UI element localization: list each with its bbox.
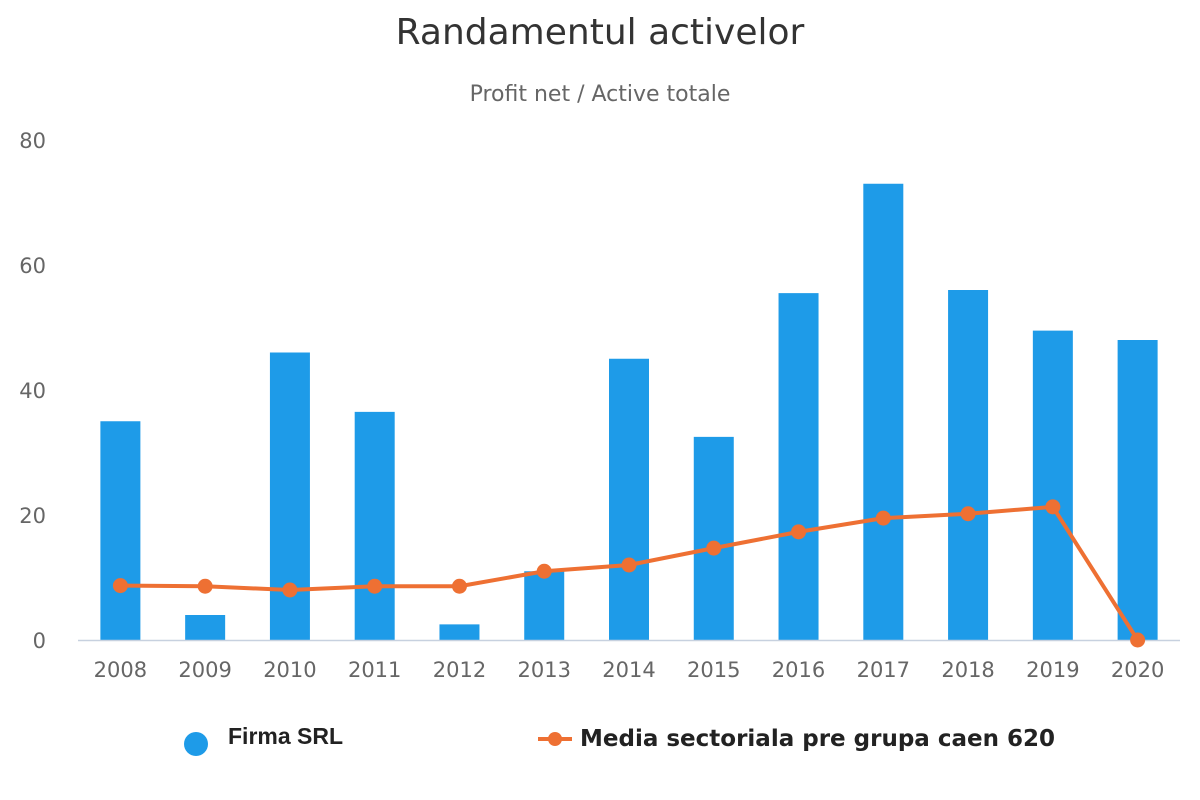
bar [609, 358, 649, 640]
x-tick-label: 2008 [94, 658, 147, 682]
x-tick-label: 2010 [263, 658, 316, 682]
legend-label-bar-series: Firma SRL [228, 722, 344, 749]
legend-item-bar-series[interactable]: Firma SRL [184, 718, 343, 756]
line-point [112, 578, 128, 594]
line-point [706, 540, 722, 556]
chart-plot: 0 20 40 60 80 2008 2009 2010 2011 2012 2013 2014 201… [19, 129, 1180, 682]
bar [778, 293, 819, 640]
line-point [791, 524, 807, 540]
x-tick-label: 2014 [602, 658, 655, 682]
x-tick-label: 2011 [348, 658, 401, 682]
x-tick-label: 2017 [857, 658, 910, 682]
x-tick-label: 2019 [1026, 658, 1079, 682]
bar [439, 624, 480, 640]
bar [1117, 340, 1158, 640]
bar [1032, 330, 1073, 640]
x-tick-label: 2016 [772, 658, 825, 682]
bar [693, 436, 734, 640]
bar [948, 290, 989, 640]
x-tick-label: 2012 [433, 658, 486, 682]
bar [524, 571, 565, 640]
line-point [197, 578, 213, 594]
line-point [282, 582, 298, 598]
chart-subtitle: Profit net / Active totale [469, 82, 731, 107]
legend-item-line-series[interactable]: Media sectoriala pre grupa caen 620 [538, 726, 1055, 752]
line-point [875, 510, 891, 526]
legend-line-marker-icon [538, 729, 572, 749]
x-tick-label: 2009 [178, 658, 231, 682]
y-tick-label: 20 [19, 504, 46, 528]
line-point [621, 557, 637, 573]
y-tick-label: 60 [19, 254, 46, 278]
line-point [1045, 499, 1061, 515]
bar [863, 183, 904, 640]
y-tick-label: 80 [19, 129, 46, 153]
bar [100, 421, 141, 640]
legend-dot-icon [184, 732, 208, 756]
legend-label-line-series: Media sectoriala pre grupa caen 620 [580, 726, 1055, 752]
line-point [451, 578, 467, 594]
bar [354, 411, 395, 640]
y-tick-label: 0 [33, 629, 46, 653]
x-tick-label: 2020 [1111, 658, 1164, 682]
line-point [960, 506, 976, 522]
x-tick-label: 2015 [687, 658, 740, 682]
x-tick-label: 2018 [941, 658, 994, 682]
line-point [1130, 632, 1146, 648]
chart-title: Randamentul activelor [395, 12, 805, 53]
x-tick-label: 2013 [518, 658, 571, 682]
chart-legend: Firma SRL Media sectoriala pre grupa cae… [0, 718, 1200, 762]
bar [185, 615, 226, 640]
line-point [536, 563, 552, 579]
line-point [367, 578, 383, 594]
y-tick-label: 40 [19, 379, 46, 403]
